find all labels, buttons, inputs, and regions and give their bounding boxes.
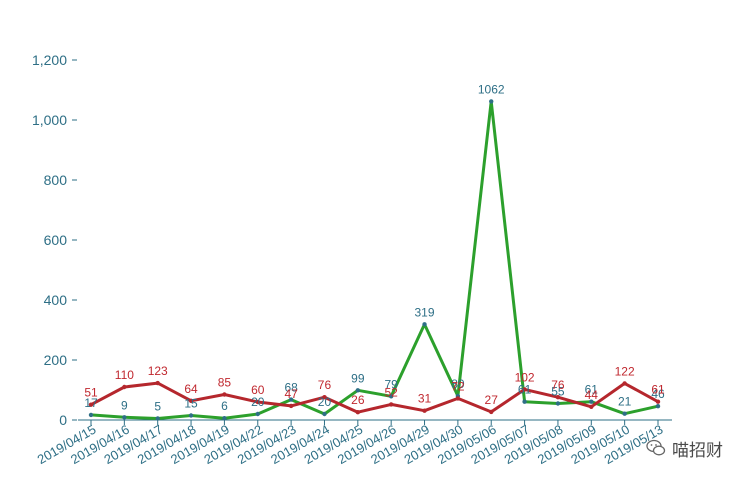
series-1-data-label: 319 [415, 305, 435, 319]
series-2-data-label: 31 [418, 392, 432, 406]
series-2-data-label: 47 [284, 387, 298, 401]
series-2-point [388, 402, 394, 407]
series-1-data-label: 20 [251, 395, 265, 409]
y-tick-label: 1,000 [32, 112, 67, 128]
series-1-data-label: 17 [84, 396, 98, 410]
series-2-data-label: 27 [485, 393, 499, 407]
series-2-point [455, 396, 461, 401]
series-1-point [655, 404, 661, 409]
y-tick-label: 200 [44, 352, 68, 368]
series-1-data-label: 55 [551, 385, 565, 399]
series-1-data-label: 68 [284, 381, 298, 395]
series-2-data-label: 72 [451, 379, 465, 393]
x-axis: 2019/04/152019/04/162019/04/172019/04/18… [35, 419, 672, 467]
series-1-point [489, 99, 494, 104]
series-1-data-label: 20 [318, 395, 332, 409]
series-2-point [322, 395, 327, 400]
series-1-point [255, 411, 260, 417]
series-2-point [355, 410, 361, 415]
series-2-line [90, 381, 659, 414]
y-tick-label: 1,200 [32, 52, 67, 68]
series-2-point [288, 403, 294, 409]
series-2-point [655, 399, 661, 404]
series-1-data-label: 99 [351, 371, 365, 385]
series-layer [88, 99, 661, 421]
series-1-line [90, 99, 659, 420]
series-2-point [188, 398, 194, 403]
series-1-data-label: 79 [384, 377, 398, 391]
series-1-data-label: 5 [154, 400, 161, 414]
series-1-data-label: 9 [121, 398, 128, 412]
series-1-data-label: 61 [585, 383, 599, 397]
series-2-data-label: 64 [184, 382, 198, 396]
series-1-point [88, 412, 94, 418]
series-2-data-label: 110 [115, 368, 134, 382]
series-2-data-label: 61 [651, 383, 665, 397]
series-1-point [388, 394, 394, 399]
series-1-data-label: 80 [451, 377, 465, 391]
series-2-point [522, 387, 527, 392]
series-2-data-label: 85 [218, 376, 232, 390]
series-2-point [122, 384, 127, 390]
series-2-data-label: 102 [515, 370, 535, 384]
series-2-point [155, 380, 160, 386]
y-tick-label: 600 [44, 232, 68, 248]
series-2-data-label: 51 [84, 386, 98, 400]
series-2-data-label: 76 [318, 378, 332, 392]
series-2-data-label: 26 [351, 393, 365, 407]
series-1-point [288, 397, 294, 402]
series-1-point [422, 322, 427, 327]
series-1-point [622, 411, 627, 416]
series-1-data-label: 61 [518, 383, 532, 397]
series-2-data-label: 76 [551, 378, 565, 392]
series-2-point [555, 395, 561, 400]
series-1-point [522, 399, 527, 404]
wechat-icon [646, 439, 666, 456]
series-2-point [489, 409, 494, 415]
series-2-data-label: 44 [585, 388, 599, 402]
series-1-data-label: 15 [184, 397, 198, 411]
series-2-data-label: 52 [384, 385, 398, 399]
series-1-point [188, 413, 194, 418]
watermark-text: 喵招财 [672, 440, 723, 461]
y-axis: 0 200 400 600 800 1,000 1,200 [32, 52, 77, 428]
watermark: 喵招财 [646, 436, 723, 461]
series-2-data-label: 123 [148, 364, 168, 378]
series-1-data-label: 1062 [478, 82, 505, 96]
series-1-data-label: 21 [618, 395, 632, 409]
series-2-data-label: 122 [615, 364, 635, 378]
series-1-point [155, 416, 160, 421]
series-2-point [222, 392, 227, 397]
series-2-data-label: 60 [251, 383, 265, 397]
y-tick-label: 400 [44, 292, 68, 308]
y-tick-label: 0 [59, 412, 67, 428]
series-2-point [589, 404, 594, 409]
series-2-point [255, 399, 260, 405]
series-1-point [555, 401, 561, 406]
series-1-point [122, 415, 127, 420]
series-2-point [422, 408, 427, 413]
series-1-point [222, 416, 227, 421]
series-1-point [322, 411, 327, 417]
series-1-point [589, 399, 594, 404]
series-2-point [88, 402, 94, 407]
series-1-data-label: 46 [651, 387, 665, 401]
series-1-data-label: 6 [221, 399, 228, 413]
data-labels: 17 9 5 15 6 20 68 20 99 79 319 80 1062 61 55 61 21 46 51 11… [84, 82, 665, 413]
y-tick-label: 800 [44, 172, 68, 188]
series-2-point [622, 381, 627, 386]
series-1-point [355, 388, 361, 393]
